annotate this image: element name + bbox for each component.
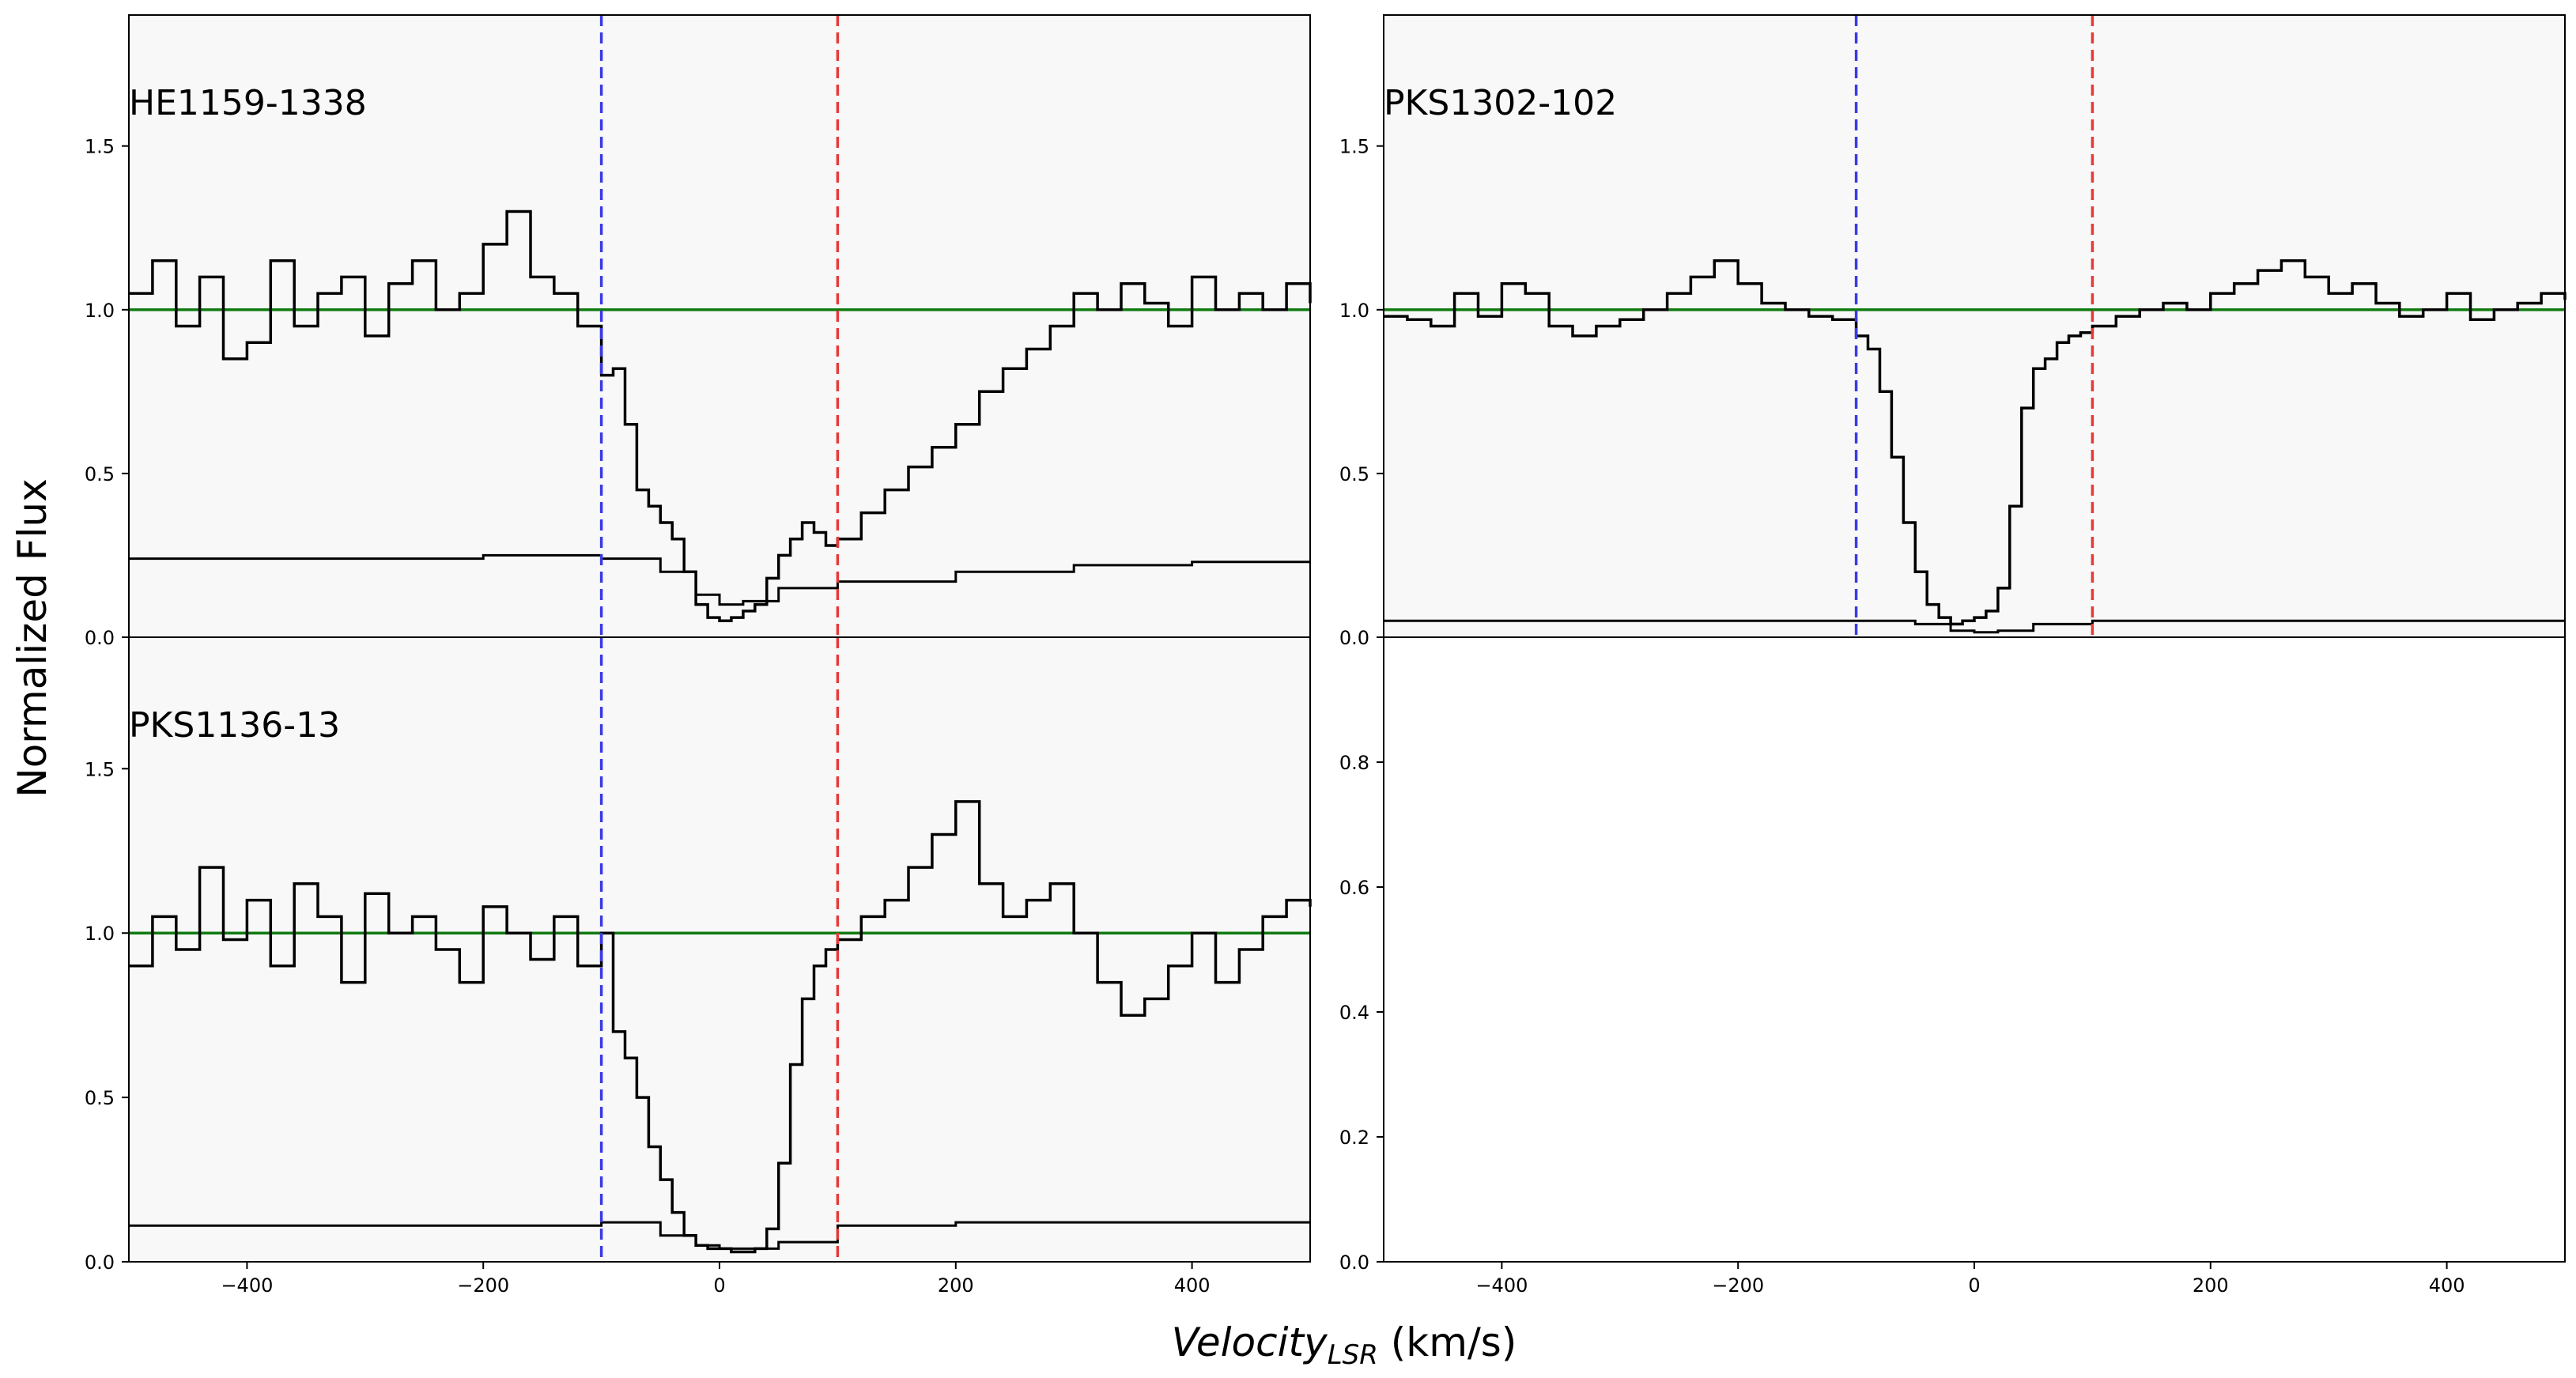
- panel-title: PKS1302-102: [1384, 83, 1617, 123]
- panel-background: [129, 15, 1310, 637]
- x-axis-title-sub: LSR: [1328, 1339, 1378, 1371]
- x-tick-label: 0: [1968, 1274, 1980, 1297]
- panel-background: [129, 637, 1310, 1262]
- y-tick-label: 0.5: [85, 463, 115, 485]
- plot-area: [1384, 15, 2567, 637]
- y-tick-label: 0.5: [85, 1087, 115, 1109]
- x-tick-label: −200: [1712, 1274, 1764, 1297]
- y-tick-label: 1.5: [85, 136, 115, 158]
- y-tick-label: 1.0: [85, 923, 115, 945]
- x-tick-label: 0: [713, 1274, 725, 1297]
- panel-title: HE1159-1338: [129, 83, 367, 123]
- x-tick-label: 200: [2193, 1274, 2229, 1297]
- x-tick-label: −400: [221, 1274, 273, 1297]
- panel-title: PKS1136-13: [129, 705, 340, 746]
- y-tick-label: 0.0: [1339, 627, 1369, 649]
- panel-empty: 0.0 0.2 0.4 0.6 0.8 −400 −200 0 200 400: [1339, 636, 2566, 1297]
- panel-pks1136-13: 0.0 0.5 1.0 1.5 −400 −200 0 200 400 PKS1136-13: [85, 636, 1312, 1297]
- x-axis-title: VelocityLSR (km/s): [1172, 1319, 1517, 1371]
- x-axis-title-main: Velocity: [1172, 1319, 1329, 1365]
- y-tick-label: 1.5: [1339, 136, 1369, 158]
- error-spectrum: [129, 1221, 1310, 1250]
- y-tick-label: 0.4: [1339, 1002, 1369, 1024]
- y-tick-label: 0.8: [1339, 752, 1369, 774]
- axes: 0.0 0.2 0.4 0.6 0.8 −400 −200 0 200 400: [1339, 752, 2465, 1297]
- x-tick-label: −200: [457, 1274, 509, 1297]
- x-tick-label: −400: [1475, 1274, 1528, 1297]
- panel-background: [1384, 15, 2565, 637]
- flux-spectrum: [1384, 259, 2567, 626]
- axes: 0.0 0.5 1.0 1.5: [1339, 136, 1384, 649]
- x-tick-label: 400: [1174, 1274, 1211, 1297]
- x-tick-label: 400: [2429, 1274, 2465, 1297]
- y-tick-label: 0.6: [1339, 877, 1369, 899]
- x-axis-title-units: (km/s): [1378, 1319, 1517, 1365]
- panel-background: [1384, 637, 2565, 1262]
- flux-spectrum: [129, 210, 1312, 623]
- error-spectrum: [129, 553, 1310, 606]
- y-tick-label: 0.2: [1339, 1127, 1369, 1149]
- plot-area: [129, 15, 1312, 637]
- y-tick-label: 0.0: [85, 1252, 115, 1274]
- y-axis-title: Normalized Flux: [9, 478, 55, 797]
- y-tick-label: 1.0: [1339, 300, 1369, 322]
- x-tick-label: 200: [938, 1274, 974, 1297]
- y-tick-label: 1.0: [85, 300, 115, 322]
- y-tick-label: 1.5: [85, 758, 115, 780]
- plot-area: [129, 637, 1312, 1262]
- axes: 0.0 0.5 1.0 1.5 −400 −200 0 200 400: [85, 758, 1211, 1297]
- error-spectrum: [1384, 619, 2565, 634]
- y-tick-label: 0.0: [85, 627, 115, 649]
- y-tick-label: 0.0: [1339, 1252, 1369, 1274]
- panel-pks1302-102: 0.0 0.5 1.0 1.5 PKS1302-102: [1339, 14, 2567, 649]
- y-tick-label: 0.5: [1339, 463, 1369, 485]
